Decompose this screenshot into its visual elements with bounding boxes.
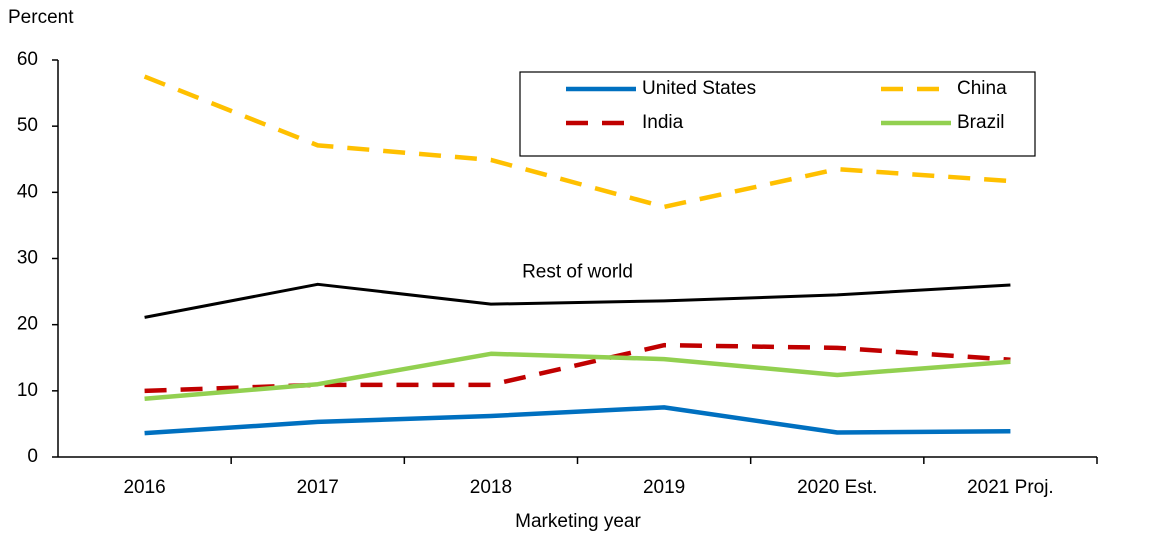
legend-label: India bbox=[642, 112, 684, 133]
legend-box bbox=[519, 71, 1036, 157]
series-line bbox=[144, 282, 1011, 319]
x-axis-label: Marketing year bbox=[515, 511, 641, 532]
y-axis-label: Percent bbox=[8, 7, 74, 28]
x-tick-label: 2017 bbox=[297, 477, 339, 498]
series-line bbox=[144, 405, 1011, 436]
y-tick-label: 10 bbox=[17, 380, 38, 401]
y-tick-label: 20 bbox=[17, 314, 38, 335]
y-tick-label: 50 bbox=[17, 115, 38, 136]
y-tick-label: 60 bbox=[17, 49, 38, 70]
y-tick-label: 30 bbox=[17, 248, 38, 269]
x-tick-label: 2019 bbox=[643, 477, 685, 498]
y-tick-label: 40 bbox=[17, 181, 38, 202]
legend-label: China bbox=[957, 78, 1007, 99]
series-line bbox=[144, 351, 1011, 402]
legend-label: Brazil bbox=[957, 112, 1005, 133]
x-tick-label: 2021 Proj. bbox=[967, 477, 1054, 498]
series-line bbox=[143, 74, 1011, 210]
legend-label: United States bbox=[642, 78, 756, 99]
x-tick-label: 2020 Est. bbox=[797, 477, 877, 498]
x-tick-label: 2018 bbox=[470, 477, 512, 498]
y-tick-label: 0 bbox=[27, 446, 38, 467]
series-line bbox=[144, 342, 1011, 394]
x-tick-label: 2016 bbox=[123, 477, 165, 498]
series-annotation: Rest of world bbox=[522, 262, 633, 283]
